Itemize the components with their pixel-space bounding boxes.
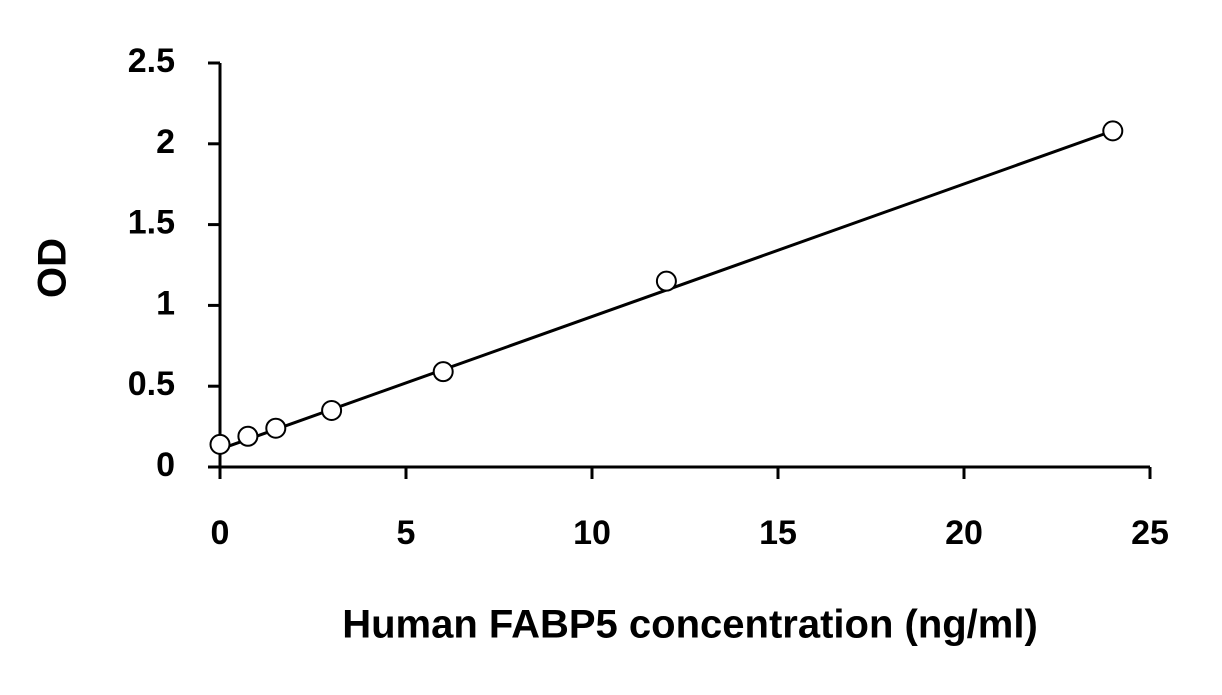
y-axis-label: OD (31, 238, 75, 298)
y-tick-label: 0 (156, 446, 175, 484)
data-point (265, 417, 287, 439)
x-tick-label: 5 (397, 514, 416, 552)
x-tick-label: 25 (1131, 514, 1169, 552)
y-tick-label: 1 (156, 284, 175, 322)
data-point (1102, 120, 1124, 142)
y-tick-label: 2.5 (128, 42, 175, 80)
x-tick-label: 20 (945, 514, 983, 552)
data-point (655, 270, 677, 292)
y-tick-label: 1.5 (128, 204, 175, 242)
x-tick-label: 15 (759, 514, 797, 552)
x-tick-label: 0 (211, 514, 230, 552)
y-tick-label: 2 (156, 123, 175, 161)
data-point (237, 425, 259, 447)
data-point (321, 399, 343, 421)
x-tick-label: 10 (573, 514, 611, 552)
data-point (209, 433, 231, 455)
y-tick-label: 0.5 (128, 365, 175, 403)
x-axis-label: Human FABP5 concentration (ng/ml) (342, 603, 1038, 647)
data-point (432, 361, 454, 383)
